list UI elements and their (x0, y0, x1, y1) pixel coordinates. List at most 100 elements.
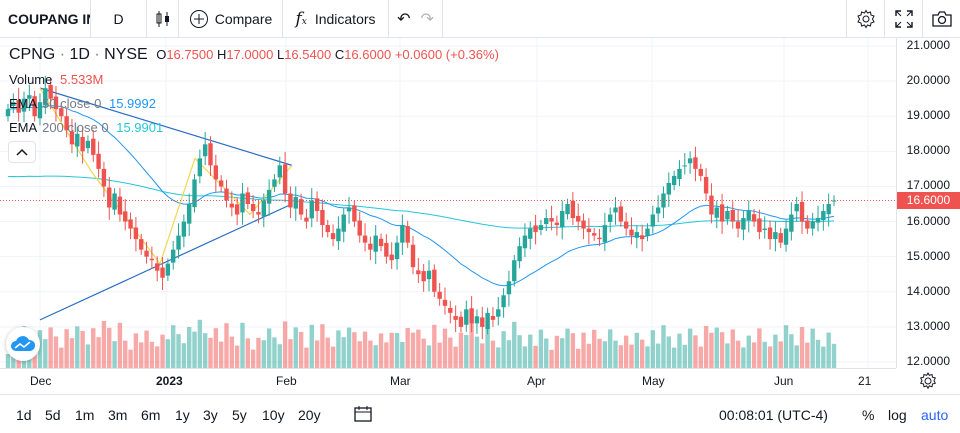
candle-body (224, 188, 229, 201)
timeframe-3m[interactable]: 3m (108, 407, 128, 423)
volume-bar (181, 343, 187, 368)
candle-body (496, 309, 501, 317)
volume-bar (528, 334, 533, 368)
candle-body (655, 207, 661, 214)
ema50-legend[interactable]: EMA 50 close 0 15.9992 (9, 96, 156, 111)
timeframe-3y[interactable]: 3y (203, 407, 218, 423)
volume-bar (165, 339, 171, 368)
price-tick: 19.0000 (906, 108, 950, 123)
volume-legend[interactable]: Volume 5.533M (9, 72, 103, 87)
volume-bar (421, 338, 426, 368)
candle-body (789, 214, 794, 232)
timeframe-5y[interactable]: 5y (232, 407, 247, 423)
timeframe-10y[interactable]: 10y (262, 407, 285, 423)
candle-body (21, 98, 27, 112)
date-range-button[interactable] (353, 405, 373, 428)
volume-bar (464, 335, 469, 368)
candle-body (75, 133, 80, 147)
candle-body (485, 312, 490, 329)
timeframe-20y[interactable]: 20y (298, 407, 321, 423)
axis-settings-button[interactable] (918, 371, 938, 396)
timeframe-1m[interactable]: 1m (75, 407, 95, 423)
volume-bar (218, 341, 224, 368)
candle-body (666, 182, 671, 195)
volume-bar (133, 333, 139, 368)
candle-body (512, 260, 517, 282)
candle-body (277, 165, 282, 178)
volume-bar (341, 337, 346, 368)
candle-body (751, 214, 757, 222)
candle-body (703, 176, 709, 194)
candle-body (240, 193, 245, 213)
undo-icon[interactable]: ↶ (397, 10, 411, 28)
snapshot-button[interactable] (922, 0, 960, 38)
redo-icon[interactable]: ↷ (420, 10, 434, 28)
plus-circle-icon (189, 9, 208, 28)
ema50-params: 50 close 0 (42, 96, 102, 111)
candle-body (591, 233, 597, 236)
compare-button[interactable]: Compare (179, 0, 283, 38)
volume-bar (298, 332, 304, 368)
ema200-legend[interactable]: EMA 200 close 0 15.9901 (9, 120, 163, 135)
percent-toggle[interactable]: % (862, 407, 875, 423)
candle-body (101, 168, 107, 187)
candle-body (506, 281, 512, 295)
legend-collapse-button[interactable] (8, 141, 36, 163)
timeframe-5d[interactable]: 5d (45, 407, 61, 423)
candle-body (677, 168, 682, 180)
settings-button[interactable] (846, 0, 884, 38)
volume-bar (186, 327, 192, 368)
candle-body (570, 200, 576, 219)
price-tick: 16.0000 (906, 213, 950, 228)
indicators-button[interactable]: fx Indicators (283, 0, 389, 38)
candle-body (687, 158, 693, 164)
volume-bar (650, 330, 656, 368)
candle-body (815, 218, 821, 223)
symbol-search[interactable]: COUPANG INC (0, 0, 91, 38)
fullscreen-button[interactable] (884, 0, 922, 38)
time-axis[interactable]: Dec 2023 Feb Mar Apr May Jun 21 (0, 368, 896, 394)
candle-body (565, 204, 570, 215)
price-axis[interactable]: 21.0000 20.0000 19.0000 18.0000 17.0000 16.00… (896, 38, 960, 368)
volume-bar (123, 340, 128, 368)
volume-value: 5.533M (60, 72, 104, 87)
candle-body (528, 228, 533, 239)
tradingview-logo[interactable] (6, 327, 40, 361)
price-tick: 21.0000 (906, 38, 950, 52)
candle-body (11, 102, 16, 107)
volume-bar (234, 345, 240, 368)
candle-body (544, 218, 549, 225)
volume-bar (80, 331, 85, 368)
candle-body (821, 211, 826, 221)
candle-body (560, 211, 565, 228)
price-chart[interactable] (0, 38, 896, 368)
clock[interactable]: 00:08:01 (UTC-4) (719, 407, 828, 423)
chart-style-button[interactable] (147, 0, 179, 38)
volume-bar (560, 338, 565, 368)
candle-body (453, 316, 458, 320)
candle-body (266, 189, 272, 204)
timeframe-1d[interactable]: 1d (16, 407, 32, 423)
candle-body (197, 158, 203, 177)
candle-body (250, 204, 256, 212)
timeframe-1y[interactable]: 1y (175, 407, 190, 423)
candle-body (437, 291, 442, 299)
volume-bar (101, 321, 107, 368)
candle-body (123, 211, 128, 222)
price-tick: 13.0000 (906, 318, 950, 333)
candle-body (181, 221, 187, 237)
candle-body (272, 179, 277, 187)
volume-bar (826, 332, 831, 368)
log-toggle[interactable]: log (888, 407, 907, 423)
volume-bar (75, 326, 80, 368)
interval-button[interactable]: D (91, 0, 147, 38)
compare-label: Compare (214, 10, 273, 27)
candles-icon (156, 10, 169, 27)
candle-body (298, 199, 304, 215)
volume-bar (618, 345, 624, 368)
ema50-label: EMA (9, 96, 37, 111)
timeframe-6m[interactable]: 6m (141, 407, 161, 423)
volume-bar (512, 321, 517, 368)
candle-body (405, 226, 410, 243)
auto-toggle[interactable]: auto (921, 407, 949, 423)
